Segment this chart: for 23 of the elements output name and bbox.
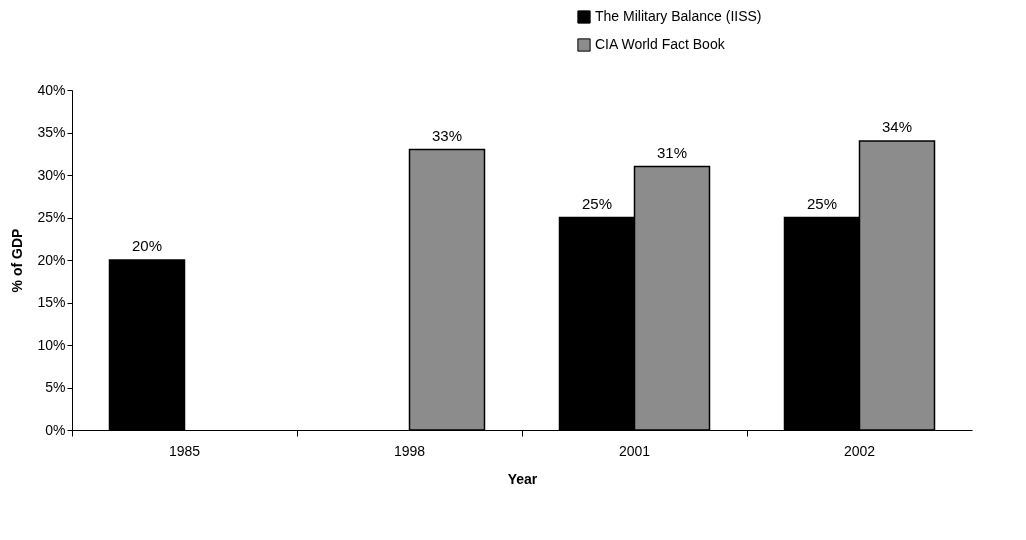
legend-label: CIA World Fact Book [595,36,726,52]
x-tick-label: 2001 [618,442,651,459]
y-tick-label: 15% [37,294,66,310]
legend-label: The Military Balance (IISS) [595,8,762,24]
y-tick-label: 40% [37,81,66,98]
y-tick-label: 20% [37,251,66,268]
y-tick-label: 5% [45,379,66,395]
data-label: 34% [881,118,913,135]
x-tick-label: 1985 [168,442,201,459]
y-tick-label: 30% [37,166,66,183]
data-label: 20% [131,237,163,254]
y-tick-label: 0% [45,421,66,438]
y-axis-title: % of GDP [9,228,26,293]
data-label: 31% [656,143,688,161]
y-tick-label: 25% [37,209,66,225]
data-label: 25% [581,194,613,212]
x-axis-title: Year [507,470,538,487]
x-tick-label: 1998 [393,442,426,459]
data-label: 33% [431,126,463,144]
x-tick-label: 2002 [843,442,876,459]
y-tick-label: 10% [37,336,66,353]
data-label: 25% [806,194,838,212]
y-tick-label: 35% [37,124,66,140]
